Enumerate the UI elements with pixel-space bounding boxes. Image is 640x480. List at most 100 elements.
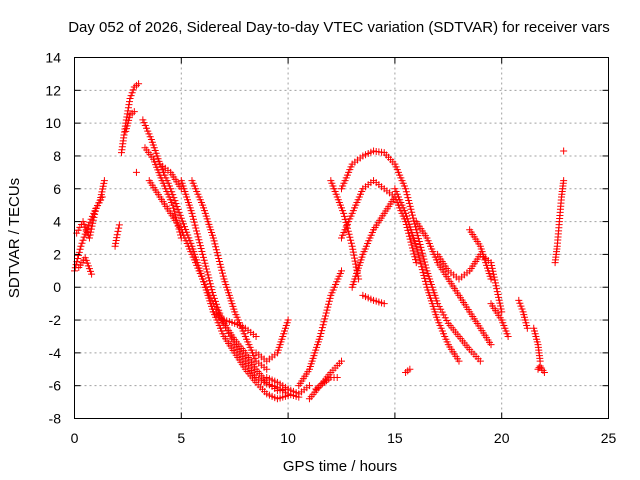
data-point-fill — [419, 252, 427, 260]
data-point-fill — [78, 239, 86, 247]
data-point-fill — [228, 319, 236, 327]
data-point-fill — [176, 211, 184, 219]
series-track-g — [132, 168, 140, 176]
data-point-fill — [415, 235, 423, 243]
data-point — [126, 95, 134, 103]
data-point-fill — [87, 225, 95, 233]
data-point-fill — [89, 219, 97, 227]
data-point-fill — [516, 299, 524, 307]
data-point-fill — [411, 239, 419, 247]
data-point-fill — [87, 267, 95, 275]
series-track-p — [252, 316, 292, 365]
data-point-fill — [80, 233, 88, 241]
data-points — [71, 80, 568, 403]
data-point-fill — [405, 199, 413, 207]
data-point-fill — [197, 198, 205, 206]
data-point-fill — [79, 236, 87, 244]
data-point-fill — [251, 363, 259, 371]
data-point-fill — [326, 294, 334, 302]
data-point-fill — [351, 254, 359, 262]
data-point-fill — [443, 264, 451, 272]
data-point-fill — [420, 272, 428, 280]
data-point-fill — [368, 229, 376, 237]
data-point-fill — [125, 114, 133, 122]
data-point-fill — [112, 239, 120, 247]
data-point-fill — [349, 248, 357, 256]
y-tick-label: -6 — [49, 378, 62, 394]
series-track-l — [177, 177, 303, 401]
data-point-fill — [171, 210, 179, 218]
data-point-fill — [211, 297, 219, 305]
data-point — [515, 296, 523, 304]
data-point-fill — [497, 305, 505, 313]
series-track-o — [263, 373, 313, 398]
data-point-fill — [281, 383, 289, 391]
data-point-fill — [330, 373, 338, 381]
data-point-fill — [421, 277, 429, 285]
data-point-fill — [283, 319, 291, 327]
data-point-fill — [319, 321, 327, 329]
x-tick-label: 25 — [601, 430, 617, 446]
data-point-fill — [493, 288, 501, 296]
data-point-fill — [400, 207, 408, 215]
data-point-fill — [411, 256, 419, 264]
data-point-fill — [209, 289, 217, 297]
data-point-fill — [217, 314, 225, 322]
data-point-fill — [113, 234, 121, 242]
data-point-fill — [536, 354, 544, 362]
data-point-fill — [389, 195, 397, 203]
data-point-fill — [210, 294, 218, 302]
data-point — [77, 242, 85, 250]
data-point-fill — [491, 279, 499, 287]
data-point-fill — [318, 327, 326, 335]
data-point-fill — [344, 227, 352, 235]
data-point-fill — [518, 305, 526, 313]
data-point-fill — [207, 283, 215, 291]
data-point-fill — [124, 107, 132, 115]
data-point-fill — [148, 153, 156, 161]
data-point-fill — [347, 163, 355, 171]
data-point-fill — [335, 359, 343, 367]
data-point-fill — [408, 241, 416, 249]
y-tick-label: 4 — [53, 214, 61, 230]
data-point-fill — [422, 280, 430, 288]
data-point-fill — [403, 191, 411, 199]
data-point-fill — [239, 323, 247, 331]
series-track-c — [75, 254, 96, 278]
data-point-fill — [229, 338, 237, 346]
data-point-fill — [215, 257, 223, 265]
data-point-fill — [201, 259, 209, 267]
data-point-fill — [271, 351, 279, 359]
data-point-fill — [321, 315, 329, 323]
data-point-fill — [367, 148, 375, 156]
series-track-ah — [551, 177, 568, 267]
data-point-fill — [389, 158, 397, 166]
data-point — [348, 242, 356, 250]
data-point-fill — [379, 212, 387, 220]
data-point-fill — [315, 335, 323, 343]
data-point-fill — [128, 89, 136, 97]
data-point-fill — [229, 347, 237, 355]
data-point-fill — [129, 86, 137, 94]
data-point-fill — [91, 207, 99, 215]
data-point-fill — [240, 363, 248, 371]
data-point-fill — [157, 174, 165, 182]
data-point-fill — [199, 253, 207, 261]
data-point-fill — [356, 154, 364, 162]
data-point-fill — [202, 262, 210, 270]
data-point-fill — [304, 368, 312, 376]
data-point-fill — [475, 322, 483, 330]
data-point-fill — [318, 324, 326, 332]
data-point-fill — [406, 202, 414, 210]
data-point-fill — [418, 266, 426, 274]
data-point-fill — [409, 214, 417, 222]
data-point-fill — [349, 245, 357, 253]
x-tick-label: 15 — [387, 430, 403, 446]
data-point — [560, 147, 568, 155]
data-point-fill — [358, 188, 366, 196]
data-point-fill — [89, 216, 97, 224]
x-axis-label: GPS time / hours — [283, 458, 397, 475]
data-point — [111, 242, 119, 250]
data-point-fill — [194, 233, 202, 241]
data-point-fill — [402, 188, 410, 196]
